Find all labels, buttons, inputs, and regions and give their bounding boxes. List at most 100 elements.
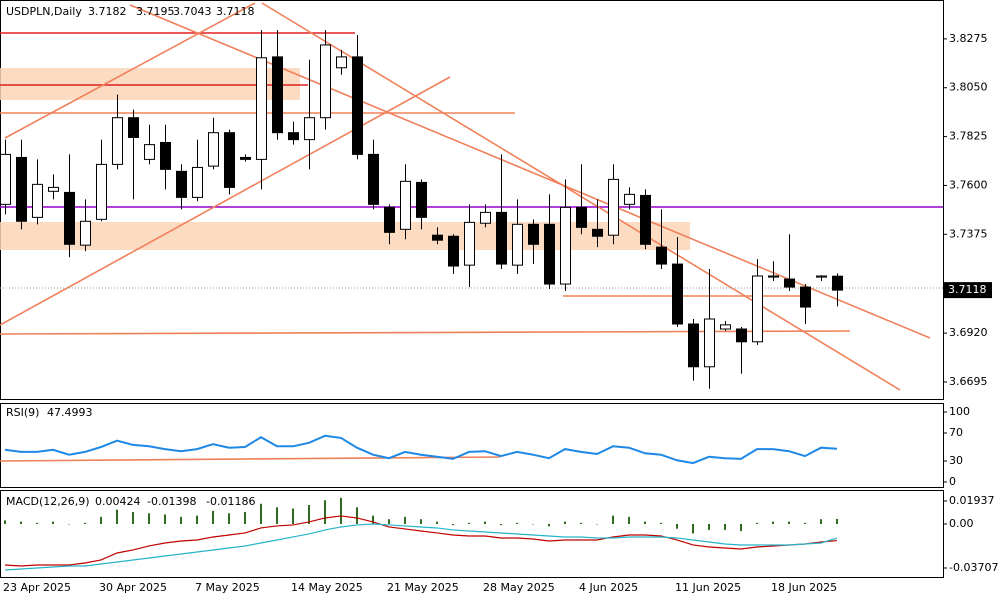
- y-tick-label: 0.00: [949, 517, 974, 530]
- candle-body: [16, 156, 27, 222]
- histogram-bar: [836, 518, 838, 524]
- candle-body: [832, 275, 843, 291]
- histogram-bar: [500, 523, 502, 526]
- macd-title: MACD(12,26,9): [6, 495, 90, 508]
- histogram-bar: [212, 510, 214, 524]
- histogram-bar: [740, 523, 742, 532]
- histogram-bar: [36, 522, 38, 524]
- y-tick-label: 100: [949, 405, 970, 418]
- rsi-title: RSI(9): [6, 406, 39, 419]
- candle-body: [528, 223, 539, 245]
- histogram-bar: [532, 523, 534, 525]
- candle-body: [304, 117, 315, 141]
- rsi-panel: [0, 403, 944, 488]
- x-tick-label: 18 Jun 2025: [771, 581, 837, 594]
- histogram-bar: [356, 507, 358, 524]
- histogram-bar: [804, 522, 806, 524]
- candle-body: [672, 263, 683, 325]
- candle-body: [560, 206, 571, 285]
- macd-line: [4, 515, 838, 567]
- candle-body: [640, 194, 651, 245]
- candle-body: [336, 56, 347, 69]
- candle-body: [80, 220, 91, 246]
- candle-body: [624, 193, 635, 205]
- histogram-bar: [612, 515, 614, 524]
- candle-body: [688, 323, 699, 368]
- x-tick-label: 28 May 2025: [483, 581, 555, 594]
- candle-body: [464, 221, 475, 266]
- histogram-bar: [452, 523, 454, 526]
- y-tick-label: 3.7375: [949, 227, 988, 240]
- macd-value: 0.00424: [95, 495, 141, 508]
- y-tick-label: 3.7825: [949, 130, 988, 143]
- zone: [0, 222, 690, 250]
- candle-body: [352, 56, 363, 155]
- candle-body: [576, 206, 587, 228]
- x-tick-label: 21 May 2025: [387, 581, 459, 594]
- candle-body: [448, 235, 459, 267]
- histogram-bar: [404, 516, 406, 524]
- candle-body: [160, 141, 171, 170]
- histogram-bar: [420, 519, 422, 524]
- histogram-bar: [196, 515, 198, 524]
- rsi-line: [4, 434, 838, 465]
- close-value: 3.7118: [216, 5, 255, 18]
- candle-body: [496, 211, 507, 265]
- histogram-bar: [308, 504, 310, 524]
- candle-body: [96, 163, 107, 220]
- candle-body: [272, 56, 283, 134]
- candle-body: [128, 117, 139, 138]
- candle-body: [704, 318, 715, 368]
- y-tick-label: 3.8275: [949, 32, 988, 45]
- candle-body: [224, 132, 235, 188]
- histogram-bar: [644, 521, 646, 524]
- macd-line: [4, 523, 838, 571]
- rsi-value: 47.4993: [47, 406, 93, 419]
- histogram-bar: [116, 509, 118, 524]
- histogram-bar: [468, 522, 470, 524]
- histogram-bar: [180, 516, 182, 524]
- histogram-bar: [388, 519, 390, 524]
- histogram-bar: [292, 508, 294, 524]
- histogram-bar: [820, 519, 822, 524]
- candle-body: [736, 328, 747, 343]
- candle-body: [240, 156, 251, 160]
- candle-body: [768, 275, 779, 278]
- y-tick-label: 3.6695: [949, 375, 988, 388]
- candle-body: [256, 57, 267, 160]
- histogram-bar: [708, 523, 710, 530]
- high-value: 3.7195: [136, 5, 175, 18]
- histogram-bar: [276, 507, 278, 524]
- histogram-bar: [100, 516, 102, 524]
- candle-body: [656, 246, 667, 265]
- histogram-bar: [484, 521, 486, 524]
- histogram-bar: [548, 523, 550, 527]
- histogram-bar: [340, 497, 342, 524]
- histogram-bar: [436, 521, 438, 524]
- candle-body: [0, 153, 11, 205]
- y-tick-label: 3.7600: [949, 178, 988, 191]
- histogram-bar: [772, 521, 774, 524]
- x-tick-label: 4 Jun 2025: [579, 581, 638, 594]
- histogram-bar: [372, 515, 374, 524]
- candle-body: [368, 153, 379, 205]
- y-tick-label: 3.8050: [949, 81, 988, 94]
- level-line: [0, 456, 501, 462]
- macd-panel: [0, 490, 944, 578]
- histogram-bar: [228, 513, 230, 524]
- candle-body: [608, 178, 619, 236]
- candle-body: [784, 278, 795, 288]
- histogram-bar: [756, 522, 758, 524]
- candle-body: [32, 183, 43, 218]
- candle-body: [720, 324, 731, 330]
- histogram-bar: [52, 521, 54, 524]
- current-price: 3.7118: [948, 283, 987, 296]
- histogram-bar: [324, 500, 326, 524]
- macd-value: -0.01398: [147, 495, 196, 508]
- trend-line: [0, 76, 451, 326]
- candle-body: [512, 223, 523, 266]
- x-tick-label: 11 Jun 2025: [675, 581, 741, 594]
- y-tick-label: 30: [949, 454, 963, 467]
- candle-body: [592, 228, 603, 237]
- histogram-bar: [20, 521, 22, 524]
